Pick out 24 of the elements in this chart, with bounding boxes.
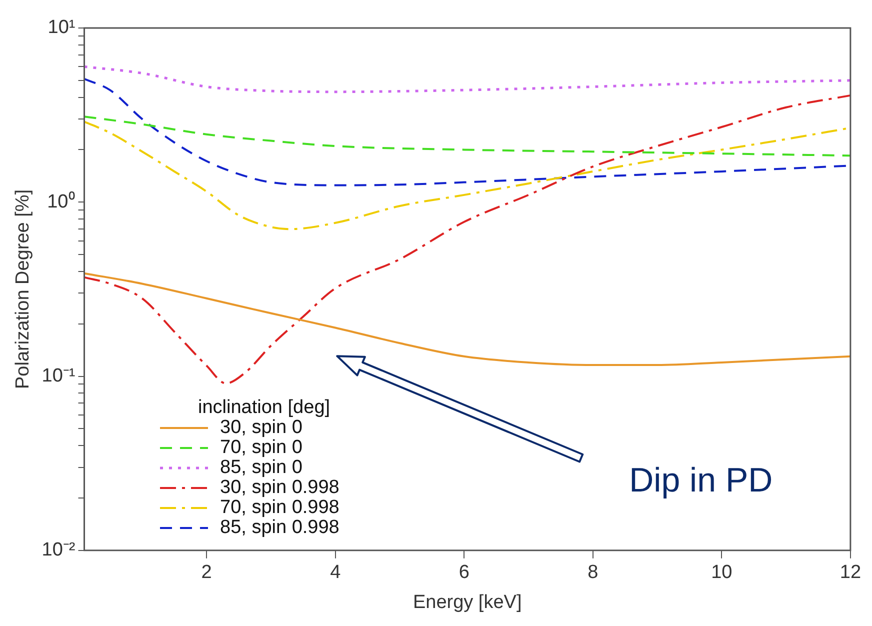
line-series [84,94,850,384]
x-tick-label: 6 [458,562,470,584]
x-tick-label: 10 [711,562,732,584]
legend-label: 70, spin 0 [220,437,302,458]
y-tick-label: 10⁻² [42,540,76,561]
legend-label: 70, spin 0.998 [220,497,340,518]
x-tick-label: 8 [588,562,598,584]
legend-label: 30, spin 0 [220,417,302,438]
y-tick-label: 10⁰ [47,190,76,212]
annotation: Dip in PD [629,461,773,500]
x-axis-title: Energy [keV] [412,592,522,613]
line-series [84,65,850,94]
line-series [84,116,850,157]
y-axis-title: Polarization Degree [%] [12,189,34,390]
legend-title: inclination [deg] [198,397,332,418]
y-tick-label: 10⁻¹ [42,366,76,386]
line-series [84,272,850,366]
legend-label: 85, spin 0 [220,457,302,478]
legend-label: 30, spin 0.998 [220,477,340,498]
legend-label: 85, spin 0.998 [220,517,340,538]
y-tick-label: 10¹ [48,17,76,38]
x-tick-label: 4 [330,562,342,584]
x-tick-label: 2 [201,562,212,584]
x-tick-label: 12 [840,562,862,584]
